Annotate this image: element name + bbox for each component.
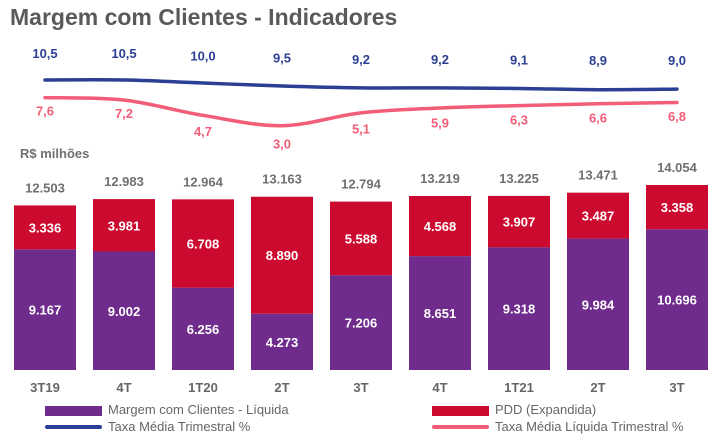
bar-pdd	[251, 196, 313, 314]
bar-pdd	[488, 195, 550, 248]
bar-label-margem: 4.273	[266, 335, 299, 350]
x-tick-label: 3T	[669, 380, 684, 395]
line-taxa	[43, 77, 679, 92]
bar-label-pdd: 3.487	[582, 209, 615, 224]
point-label-taxa: 9,1	[510, 52, 528, 67]
point-label-taxa: 10,5	[111, 46, 136, 61]
bar-label-margem: 10.696	[657, 293, 697, 308]
legend-swatch-pdd	[432, 406, 489, 416]
bar-label-margem: 9.002	[108, 304, 141, 319]
point-label-taxa: 9,2	[352, 52, 370, 67]
bar-pdd	[567, 192, 629, 239]
legend-swatch-taxa-liquida	[432, 425, 489, 429]
x-tick-label: 2T	[590, 380, 605, 395]
point-label-taxa: 8,9	[589, 53, 607, 68]
x-tick-label: 1T20	[188, 380, 218, 395]
bar-label-margem: 9.318	[503, 302, 536, 317]
point-label-taxa: 9,2	[431, 52, 449, 67]
legend-taxa-liquida: Taxa Média Líquida Trimestral %	[495, 419, 684, 434]
total-label: 12.794	[341, 177, 382, 192]
bar-margem	[172, 287, 234, 370]
legend-taxa: Taxa Média Trimestral %	[108, 419, 251, 434]
total-label: 13.219	[420, 171, 460, 186]
bar-label-margem: 9.984	[582, 297, 615, 312]
point-label-taxa-liquida: 7,6	[36, 103, 54, 118]
point-label-taxa-liquida: 5,1	[352, 121, 370, 136]
bar-label-margem: 8.651	[424, 306, 457, 321]
point-label-taxa: 9,0	[668, 53, 686, 68]
bar-label-pdd: 8.890	[266, 248, 299, 263]
bar-margem	[251, 313, 313, 370]
bar-pdd	[409, 195, 471, 257]
x-tick-label: 3T	[353, 380, 368, 395]
bar-pdd	[14, 205, 76, 250]
x-tick-label: 2T	[274, 380, 289, 395]
point-label-taxa-liquida: 6,3	[510, 113, 528, 128]
bar-label-margem: 9.167	[29, 303, 62, 318]
x-tick-label: 3T19	[30, 380, 60, 395]
bar-label-pdd: 6.708	[187, 236, 220, 251]
total-label: 14.054	[657, 160, 698, 175]
bar-label-pdd: 3.907	[503, 215, 536, 230]
point-label-taxa-liquida: 6,6	[589, 110, 607, 125]
bar-label-margem: 6.256	[187, 322, 220, 337]
bar-margem	[488, 247, 550, 370]
point-label-taxa-liquida: 7,2	[115, 106, 133, 121]
bar-margem	[409, 256, 471, 370]
bar-margem	[330, 275, 392, 370]
total-label: 13.225	[499, 171, 539, 186]
point-label-taxa: 10,5	[32, 46, 57, 61]
total-label: 12.983	[104, 174, 144, 189]
point-label-taxa: 10,0	[190, 48, 215, 63]
total-label: 13.163	[262, 172, 302, 187]
x-tick-label: 4T	[432, 380, 447, 395]
point-label-taxa-liquida: 3,0	[273, 136, 291, 151]
bar-label-pdd: 5.588	[345, 231, 378, 246]
bar-margem	[14, 249, 76, 370]
bar-pdd	[93, 199, 155, 252]
legend-margem: Margem com Clientes - Líquida	[108, 402, 289, 417]
bar-pdd	[646, 185, 708, 230]
point-label-taxa: 9,5	[273, 51, 291, 66]
x-tick-label: 1T21	[504, 380, 534, 395]
point-label-taxa-liquida: 6,8	[668, 109, 686, 124]
total-label: 12.964	[183, 174, 224, 189]
x-tick-label: 4T	[116, 380, 131, 395]
point-label-taxa-liquida: 4,7	[194, 124, 212, 139]
bar-label-pdd: 3.336	[29, 220, 62, 235]
legend-swatch-margem	[45, 406, 102, 416]
bar-label-pdd: 4.568	[424, 219, 457, 234]
legend-pdd: PDD (Expandida)	[495, 402, 597, 417]
bar-margem	[93, 251, 155, 370]
chart-title: Margem com Clientes - Indicadores	[10, 4, 398, 30]
bar-label-pdd: 3.358	[661, 200, 694, 215]
line-taxa-liquida	[43, 95, 679, 128]
bar-pdd	[172, 199, 234, 288]
bar-margem	[646, 229, 708, 370]
bar-label-pdd: 3.981	[108, 218, 141, 233]
bar-label-margem: 7.206	[345, 316, 378, 331]
bar-margem	[567, 238, 629, 370]
bar-pdd	[330, 201, 392, 276]
unit-label: R$ milhões	[20, 146, 90, 161]
legend-swatch-taxa	[45, 425, 102, 429]
total-label: 12.503	[25, 180, 65, 195]
total-label: 13.471	[578, 168, 618, 183]
point-label-taxa-liquida: 5,9	[431, 116, 449, 131]
